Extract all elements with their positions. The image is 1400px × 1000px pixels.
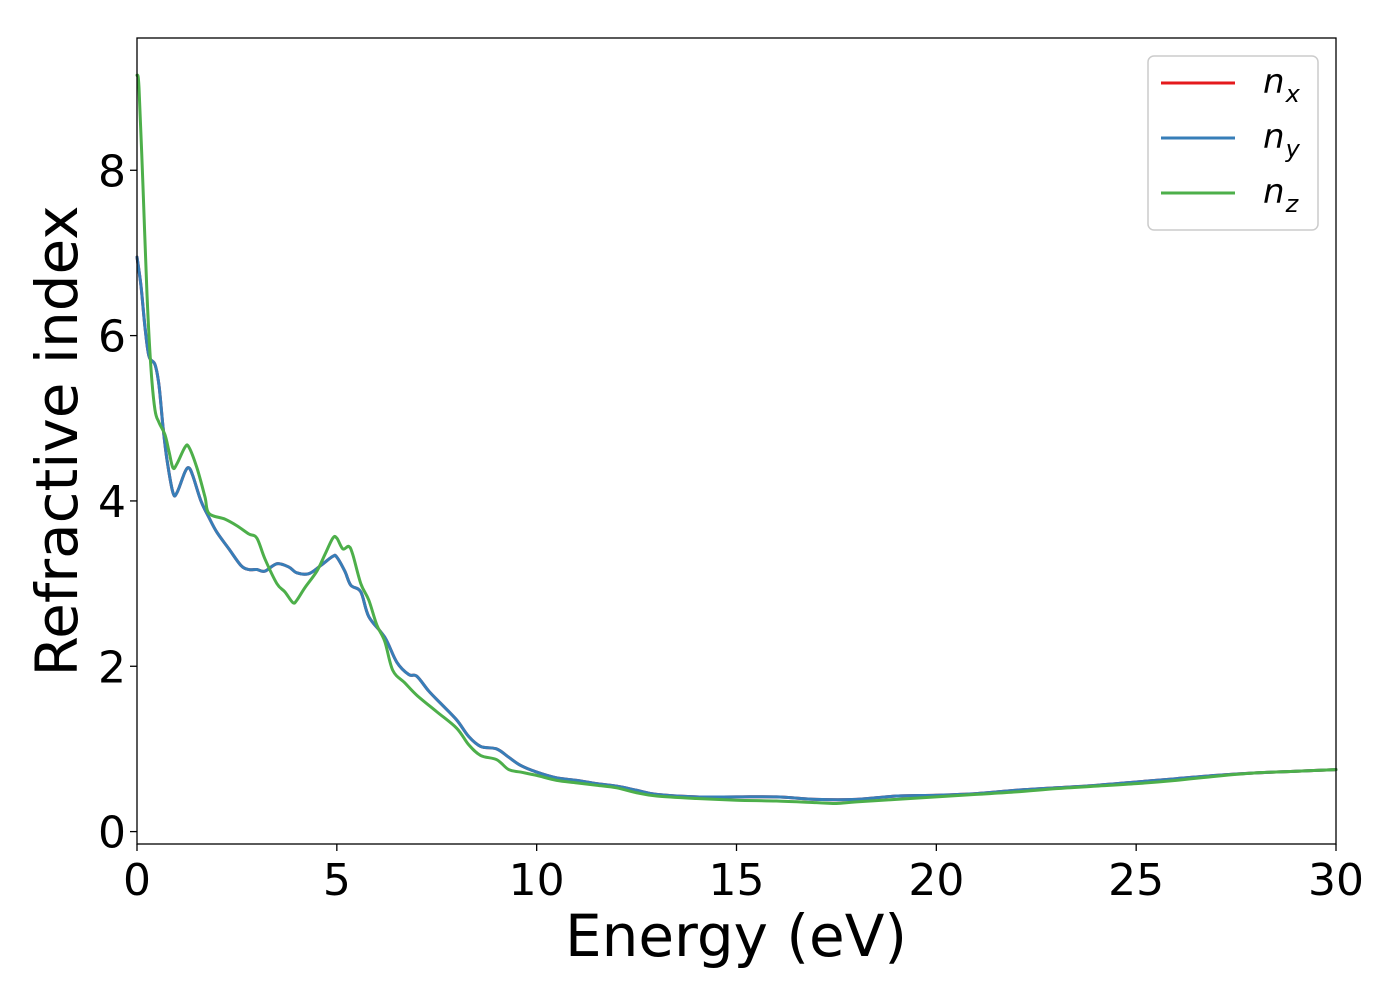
legend: nx ny nz xyxy=(1147,55,1319,231)
y-tick-label: 8 xyxy=(98,146,126,197)
x-tick-label: 25 xyxy=(1108,855,1164,906)
x-tick-label: 30 xyxy=(1308,855,1364,906)
y-tick-label: 6 xyxy=(98,312,126,363)
x-tick-label: 10 xyxy=(509,855,565,906)
x-tick-label: 5 xyxy=(323,855,351,906)
series-line-n-z xyxy=(135,73,1338,806)
legend-label-n-z: nz xyxy=(1263,172,1300,218)
series-line-n-y xyxy=(135,255,1338,802)
x-tick-label: 20 xyxy=(908,855,964,906)
x-tick-label: 0 xyxy=(123,855,151,906)
x-tick-label: 15 xyxy=(709,855,765,906)
x-axis-ticks: 0 5 10 15 20 25 30 xyxy=(123,844,1364,906)
x-axis-title: Energy (eV) xyxy=(565,902,907,970)
legend-label-n-x: nx xyxy=(1263,62,1301,108)
legend-box xyxy=(1147,55,1319,231)
y-tick-label: 4 xyxy=(98,477,126,528)
y-tick-label: 0 xyxy=(98,808,126,859)
y-axis-ticks: 0 2 4 6 8 xyxy=(98,146,137,859)
y-tick-label: 2 xyxy=(98,642,126,693)
legend-label-n-y: ny xyxy=(1263,117,1301,163)
series-layer xyxy=(135,73,1338,806)
y-axis-title: Refractive index xyxy=(23,205,91,676)
